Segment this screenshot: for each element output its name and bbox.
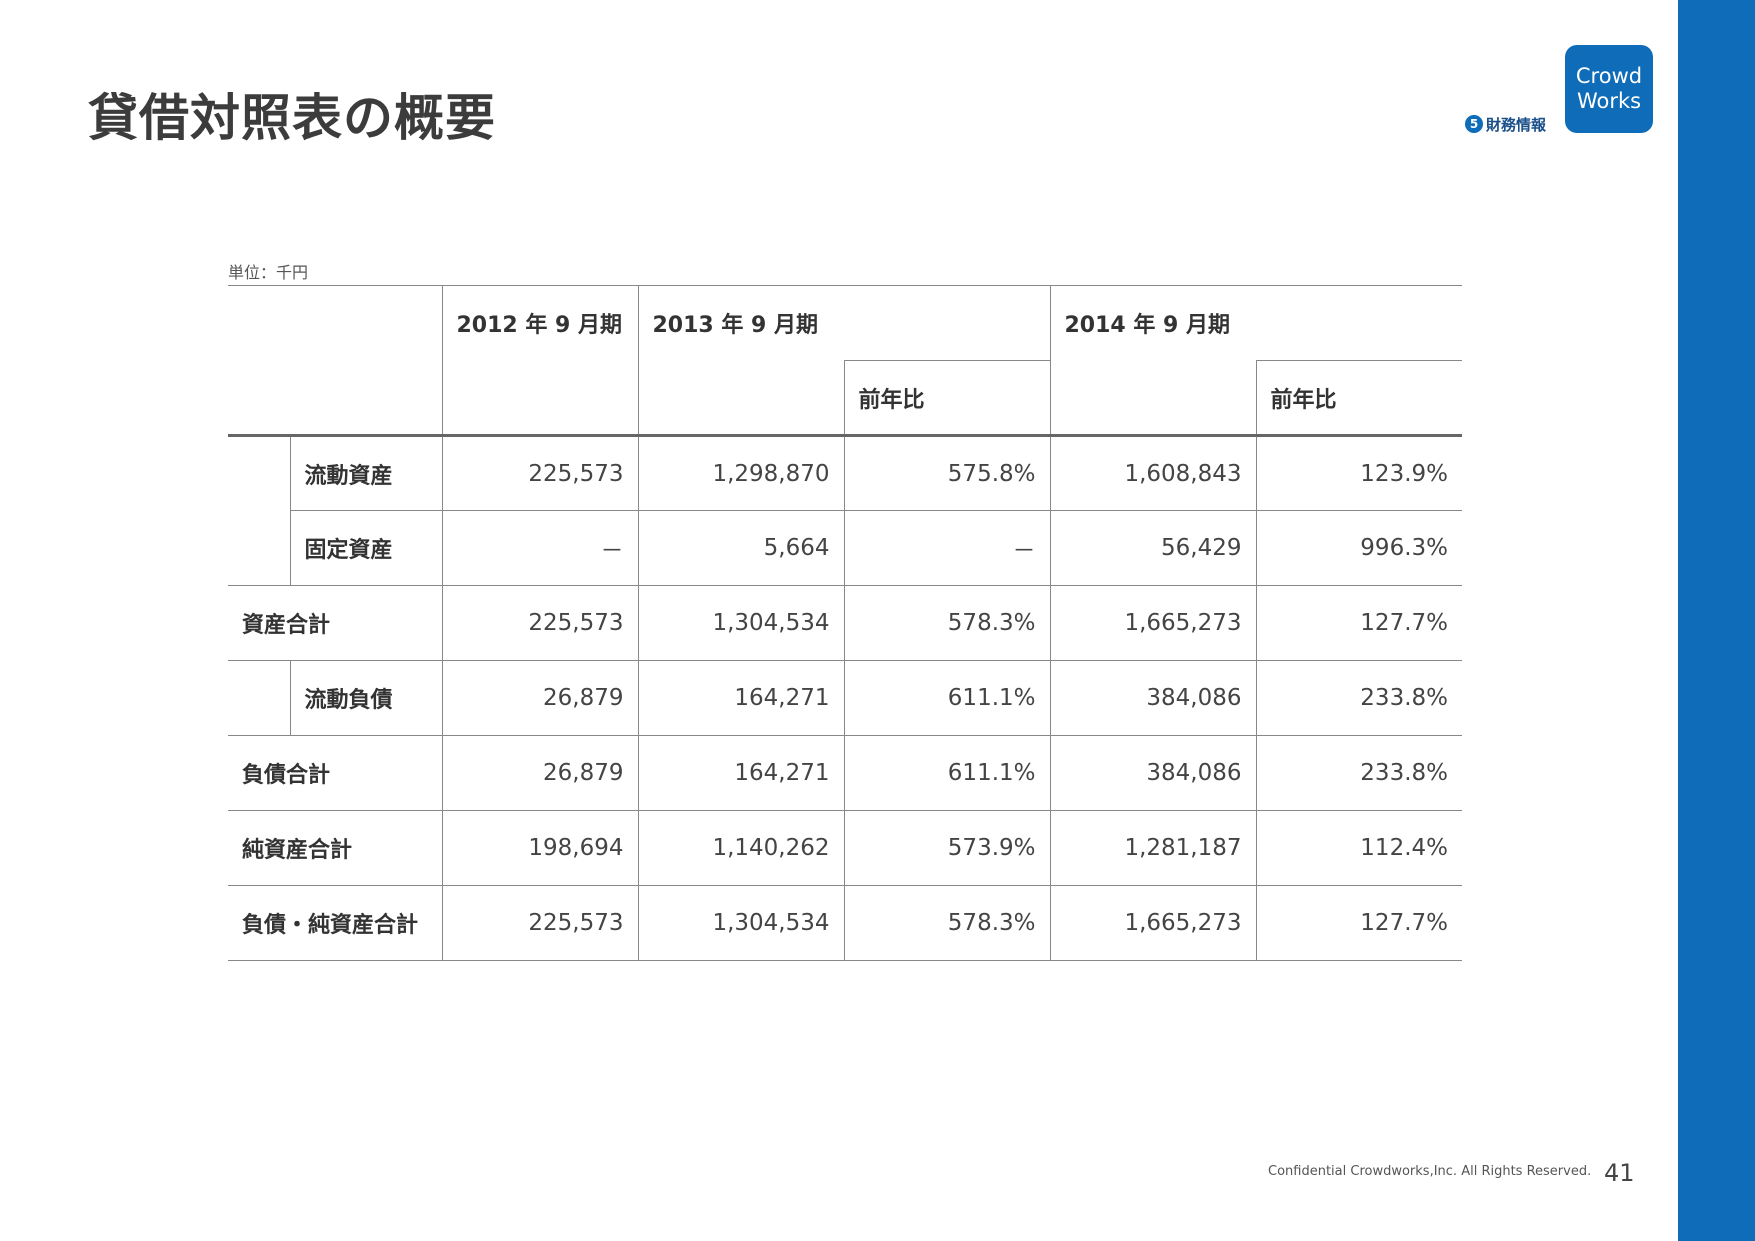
header-fy2014: 2014 年 9 月期: [1049, 285, 1462, 361]
brand-side-bar: [1678, 0, 1755, 1241]
cell-yoy2013: 573.9%: [843, 810, 1050, 886]
cell-fy2013: 1,304,534: [637, 585, 844, 661]
table-row: 負債合計 26,879 164,271 611.1% 384,086 233.8…: [228, 735, 1462, 811]
header-blank-fy2013: [637, 360, 844, 437]
cell-yoy2013: 578.3%: [843, 885, 1050, 961]
crowdworks-logo: Crowd Works: [1565, 45, 1653, 133]
indent-spacer: [228, 511, 290, 586]
header-fy2012: 2012 年 9 月期: [441, 285, 638, 361]
balance-sheet-table: 2012 年 9 月期 2013 年 9 月期 2014 年 9 月期 前年比 …: [228, 285, 1462, 961]
page-title: 貸借対照表の概要: [88, 89, 496, 147]
cell-yoy2014: 112.4%: [1255, 810, 1462, 886]
cell-fy2014: 1,608,843: [1049, 435, 1256, 511]
header-blank-fy2012: [441, 360, 638, 437]
cell-yoy2013: －: [843, 510, 1050, 586]
cell-fy2012: 26,879: [441, 660, 638, 736]
header-fy2013: 2013 年 9 月期: [637, 285, 1050, 361]
header-row-yoy: 前年比 前年比: [228, 360, 1462, 437]
cell-fy2013: 1,140,262: [637, 810, 844, 886]
row-label: 負債合計: [228, 735, 442, 811]
header-blank: [228, 285, 442, 361]
row-label: 固定資産: [289, 510, 442, 586]
cell-fy2013: 1,304,534: [637, 885, 844, 961]
cell-yoy2013: 575.8%: [843, 435, 1050, 511]
cell-fy2012: 225,573: [441, 435, 638, 511]
cell-fy2014: 1,281,187: [1049, 810, 1256, 886]
table-row: 固定資産 － 5,664 － 56,429 996.3%: [228, 510, 1462, 586]
unit-label: 単位：千円: [228, 263, 309, 282]
section-number-badge: 5: [1465, 115, 1483, 133]
cell-fy2013: 164,271: [637, 660, 844, 736]
cell-yoy2013: 611.1%: [843, 735, 1050, 811]
row-label: 資産合計: [228, 585, 442, 661]
table-row: 負債・純資産合計 225,573 1,304,534 578.3% 1,665,…: [228, 885, 1462, 961]
cell-yoy2014: 233.8%: [1255, 660, 1462, 736]
indent-spacer: [228, 436, 290, 511]
cell-fy2014: 1,665,273: [1049, 885, 1256, 961]
cell-yoy2014: 233.8%: [1255, 735, 1462, 811]
table-row: 純資産合計 198,694 1,140,262 573.9% 1,281,187…: [228, 810, 1462, 886]
cell-yoy2014: 127.7%: [1255, 585, 1462, 661]
cell-fy2014: 56,429: [1049, 510, 1256, 586]
cell-yoy2014: 996.3%: [1255, 510, 1462, 586]
cell-yoy2014: 127.7%: [1255, 885, 1462, 961]
row-label: 純資産合計: [228, 810, 442, 886]
header-blank-fy2014: [1049, 360, 1256, 437]
cell-yoy2013: 611.1%: [843, 660, 1050, 736]
cell-fy2012: 26,879: [441, 735, 638, 811]
cell-fy2014: 1,665,273: [1049, 585, 1256, 661]
cell-fy2014: 384,086: [1049, 660, 1256, 736]
cell-yoy2014: 123.9%: [1255, 435, 1462, 511]
cell-fy2013: 1,298,870: [637, 435, 844, 511]
cell-fy2012: －: [441, 510, 638, 586]
logo-line-1: Crowd: [1575, 64, 1643, 88]
footer-copyright: Confidential Crowdworks,Inc. All Rights …: [1268, 1164, 1592, 1179]
cell-fy2012: 225,573: [441, 585, 638, 661]
table-row: 流動負債 26,879 164,271 611.1% 384,086 233.8…: [228, 660, 1462, 736]
header-yoy-2014: 前年比: [1255, 360, 1462, 437]
cell-fy2013: 5,664: [637, 510, 844, 586]
section-tag: 5 財務情報: [1465, 113, 1546, 135]
header-row-years: 2012 年 9 月期 2013 年 9 月期 2014 年 9 月期: [228, 285, 1462, 361]
row-label: 流動資産: [289, 435, 442, 511]
indent-spacer: [228, 661, 290, 736]
row-label: 負債・純資産合計: [228, 885, 442, 961]
header-yoy-2013: 前年比: [843, 360, 1050, 437]
section-label: 財務情報: [1486, 115, 1547, 134]
cell-fy2012: 198,694: [441, 810, 638, 886]
header-blank-2: [228, 360, 442, 437]
table-row: 流動資産 225,573 1,298,870 575.8% 1,608,843 …: [228, 435, 1462, 511]
row-label: 流動負債: [289, 660, 442, 736]
page-number: 41: [1604, 1159, 1635, 1187]
cell-fy2013: 164,271: [637, 735, 844, 811]
logo-line-2: Works: [1576, 89, 1642, 113]
table-row: 資産合計 225,573 1,304,534 578.3% 1,665,273 …: [228, 585, 1462, 661]
cell-fy2014: 384,086: [1049, 735, 1256, 811]
cell-yoy2013: 578.3%: [843, 585, 1050, 661]
cell-fy2012: 225,573: [441, 885, 638, 961]
